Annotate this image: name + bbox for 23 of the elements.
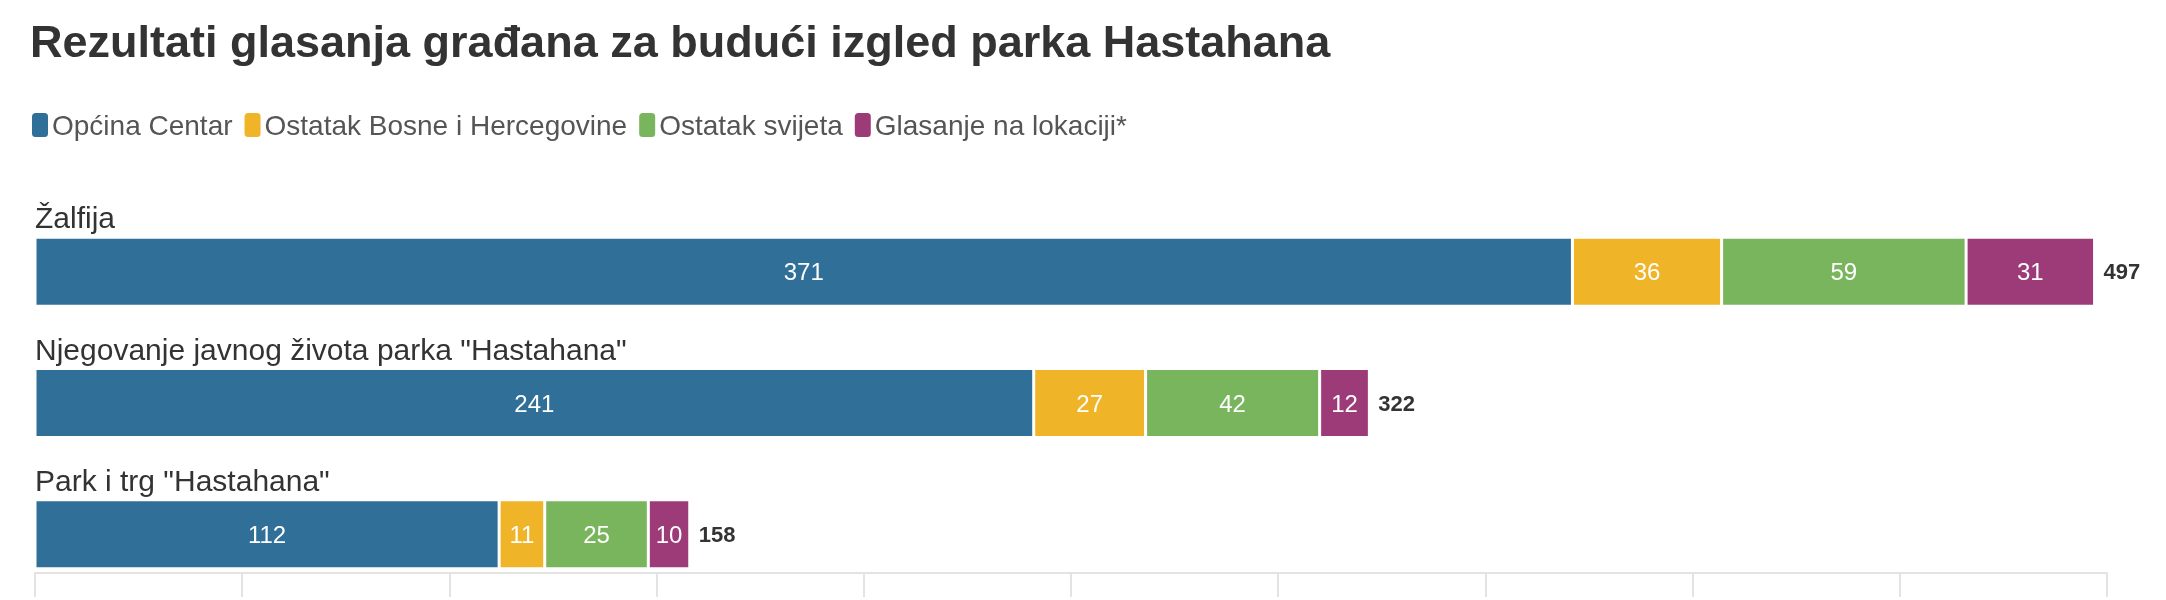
data-label: 10 [655, 520, 683, 548]
total-label: 158 [698, 521, 736, 547]
legend-label: Ostatak Bosne i Hercegovine [264, 109, 628, 141]
chart-title: Rezultati glasanja građana za budući izgled parka Hastahana [30, 16, 1332, 67]
total-label: 497 [2103, 259, 2141, 285]
data-label: 241 [514, 389, 555, 417]
data-label: 371 [783, 258, 824, 286]
total-label: 322 [1378, 390, 1416, 416]
data-label: 112 [247, 520, 287, 548]
legend-label: Općina Centar [52, 109, 233, 141]
data-label: 27 [1076, 389, 1103, 417]
y-tick-label: Žalfija [35, 201, 116, 235]
y-tick-label: Park i trg "Hastahana" [35, 463, 330, 497]
data-label: 25 [583, 520, 610, 548]
data-label: 59 [1830, 258, 1858, 286]
data-label: 36 [1633, 258, 1661, 286]
y-tick-label: Njegovanje javnog života parka "Hastahana" [35, 332, 627, 366]
data-label: 12 [1331, 389, 1358, 417]
data-label: 31 [2016, 258, 2044, 286]
data-label: 11 [509, 520, 535, 548]
data-label: 42 [1219, 389, 1246, 417]
legend-label: Glasanje na lokaciji* [874, 109, 1128, 141]
legend-label: Ostatak svijeta [659, 109, 844, 141]
